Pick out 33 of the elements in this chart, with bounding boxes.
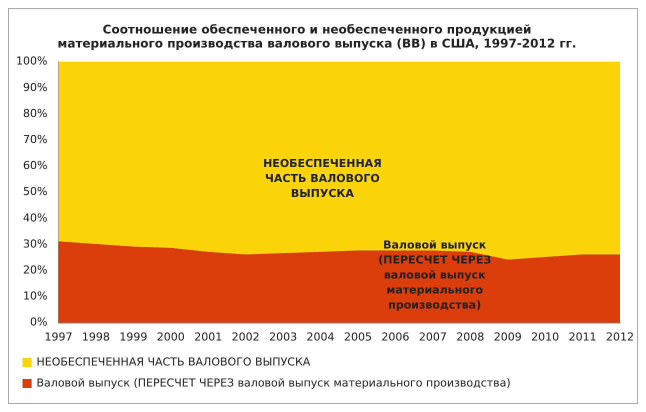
x-tick-label: 1998	[82, 330, 110, 344]
x-tick-label: 2004	[306, 330, 335, 344]
y-tick-label: 80%	[22, 106, 48, 120]
x-tick-label: 2009	[494, 330, 522, 344]
x-tick-label: 1999	[119, 330, 148, 344]
x-tick-label: 2007	[418, 330, 447, 344]
text: Соотношение обеспеченного и необеспеченного продукцией	[102, 22, 532, 36]
y-tick-label: 20%	[22, 263, 48, 276]
y-tick-label: 70%	[22, 132, 48, 146]
y-tick-label: 100%	[16, 54, 48, 68]
x-tick-label: 2008	[456, 330, 484, 344]
x-tick-label: 2010	[531, 330, 560, 344]
x-tick-label: 2003	[269, 330, 298, 344]
x-tick-label: 2011	[568, 330, 597, 344]
x-tick-label: 2001	[194, 330, 222, 344]
x-tick-label: 2000	[156, 330, 185, 344]
y-tick-label: 0%	[30, 316, 48, 329]
legend-label: НЕОБЕСПЕЧЕННАЯ ЧАСТЬ ВАЛОВОГО ВЫПУСКА	[36, 355, 311, 368]
y-tick-label: 30%	[22, 237, 48, 250]
x-tick-label: 2005	[344, 330, 372, 344]
y-tick-label: 90%	[22, 80, 48, 94]
legend-label: Валовой выпуск (ПЕРЕСЧЕТ ЧЕРЕЗ валовой выпуск материального производства)	[36, 376, 511, 390]
x-tick-label: 1997	[44, 330, 72, 344]
y-tick-label: 60%	[22, 159, 48, 172]
annotation: НЕОБЕСПЕЧЕННАЯ ЧАСТЬ ВАЛОВОГО ВЫПУСКА	[263, 157, 382, 200]
x-tick-label: 2002	[232, 330, 260, 344]
y-tick-label: 50%	[22, 185, 48, 198]
y-tick-label: 10%	[22, 290, 48, 303]
y-tick-label: 40%	[22, 211, 48, 224]
annotation: Валовой выпуск (ПЕРЕСЧЕТ ЧЕРЕЗ валовой выпуск материального производства)	[378, 238, 492, 312]
text: материального производства валового выпуска (ВВ) в США, 1997-2012 гг.	[58, 36, 576, 51]
x-tick-label: 2012	[606, 330, 634, 344]
x-tick-label: 2006	[381, 330, 410, 344]
